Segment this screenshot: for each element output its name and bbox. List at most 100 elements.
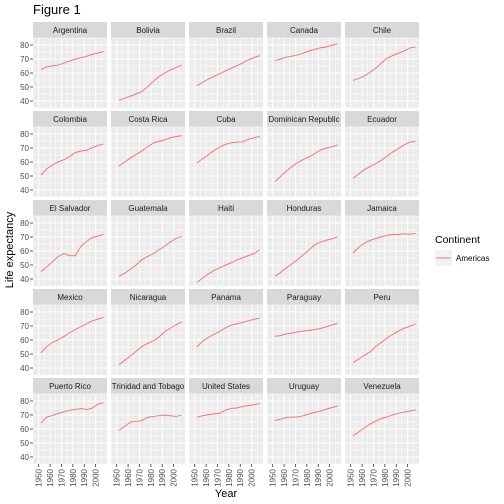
x-tick-label: 1960 [280, 468, 289, 486]
legend: Continent Americas [435, 234, 489, 266]
series-line-venezuela [352, 409, 416, 437]
series-line-guatemala [118, 236, 182, 277]
panel-chile: Chile [344, 22, 419, 109]
y-tick-label: 80 [20, 397, 29, 406]
series-line-cuba [196, 135, 260, 164]
panel-canada: Canada [266, 22, 341, 109]
strip-argentina [33, 22, 107, 38]
panel-puerto-rico: Puerto Rico 40 50 60 70 80 1950 1960 1970 1980 199… [20, 378, 107, 487]
panel-brazil: Brazil [188, 22, 263, 109]
strip-label-dominican-republic: Dominican Republic [268, 115, 339, 124]
strip-label-brazil: Brazil [216, 26, 236, 35]
strip-label-mexico: Mexico [57, 293, 83, 302]
panel-haiti: Haiti [188, 200, 263, 287]
strip-chile [345, 22, 419, 38]
strip-label-chile: Chile [373, 26, 392, 35]
y-tick-label: 70 [20, 322, 29, 331]
y-tick-label: 50 [20, 172, 29, 181]
x-tick-label: 1960 [358, 468, 367, 486]
panel-el-salvador: El Salvador 40 50 60 70 80 [20, 200, 107, 287]
strip-label-honduras: Honduras [287, 204, 322, 213]
strip-label-nicaragua: Nicaragua [130, 293, 167, 302]
panel-ecuador: Ecuador [344, 111, 419, 198]
x-tick-label: 1990 [158, 468, 167, 486]
x-tick-label: 1990 [392, 468, 401, 486]
y-tick-label: 60 [20, 336, 29, 345]
y-tick-label: 60 [20, 158, 29, 167]
strip-label-puerto-rico: Puerto Rico [49, 382, 91, 391]
strip-label-costa-rica: Costa Rica [128, 115, 168, 124]
strip-uruguay [267, 378, 341, 394]
x-tick-label: 1960 [46, 468, 55, 486]
series-line-jamaica [352, 232, 416, 254]
strip-ecuador [345, 111, 419, 127]
series-line-puerto-rico [40, 402, 104, 424]
strip-puerto-rico [33, 378, 107, 394]
series-line-colombia [40, 143, 104, 176]
series-line-costa-rica [118, 135, 182, 167]
panel-united-states: United States 1950 1960 1970 1980 1990 2000 [188, 378, 263, 487]
panel-guatemala: Guatemala [110, 200, 185, 287]
strip-mexico [33, 289, 107, 305]
x-tick-label: 1980 [147, 468, 156, 486]
panel-trinidad-and-tobago: Trinidad and Tobago 1950 1960 1970 1980 1990 2… [110, 378, 185, 487]
series-line-mexico [40, 316, 104, 354]
strip-honduras [267, 200, 341, 216]
x-tick-label: 1970 [213, 468, 222, 486]
strip-label-ecuador: Ecuador [367, 115, 397, 124]
strip-label-canada: Canada [290, 26, 319, 35]
series-line-brazil [196, 55, 260, 87]
y-axis-title: Life expectancy [4, 211, 16, 288]
strip-venezuela [345, 378, 419, 394]
y-tick-label: 50 [20, 261, 29, 270]
series-line-trinidad-and-tobago [118, 414, 182, 431]
strip-panama [189, 289, 263, 305]
y-tick-label: 50 [20, 83, 29, 92]
strip-label-el-salvador: El Salvador [50, 204, 91, 213]
strip-jamaica [345, 200, 419, 216]
y-tick-label: 40 [20, 364, 29, 373]
x-tick-label: 1970 [369, 468, 378, 486]
strip-canada [267, 22, 341, 38]
panel-cuba: Cuba [188, 111, 263, 198]
strip-united-states [189, 378, 263, 394]
strip-label-jamaica: Jamaica [367, 204, 397, 213]
strip-peru [345, 289, 419, 305]
y-tick-label: 60 [20, 69, 29, 78]
panel-colombia: Colombia 40 50 60 70 80 [20, 111, 107, 198]
y-tick-label: 40 [20, 186, 29, 195]
series-line-honduras [274, 236, 338, 277]
panel-peru: Peru [344, 289, 419, 376]
x-tick-label: 1980 [381, 468, 390, 486]
y-tick-label: 50 [20, 350, 29, 359]
figure-title: Figure 1 [33, 2, 81, 17]
strip-label-bolivia: Bolivia [136, 26, 160, 35]
panel-dominican-republic: Dominican Republic [266, 111, 341, 198]
series-line-panama [196, 317, 260, 348]
x-tick-label: 1950 [269, 468, 278, 486]
panel-mexico: Mexico 40 50 60 70 80 [20, 289, 107, 376]
x-tick-label: 2000 [404, 468, 413, 486]
strip-costa-rica [111, 111, 185, 127]
y-tick-label: 60 [20, 425, 29, 434]
series-line-dominican-republic [274, 144, 338, 183]
strip-label-argentina: Argentina [53, 26, 88, 35]
x-tick-label: 1970 [57, 468, 66, 486]
y-tick-label: 70 [20, 411, 29, 420]
y-tick-label: 80 [20, 41, 29, 50]
y-tick-label: 80 [20, 308, 29, 317]
series-line-uruguay [274, 405, 338, 421]
x-axis-title: Year [215, 488, 238, 500]
panel-grid: Argentina 40 50 60 70 80 Bolivia Brazil Canada Ch… [20, 22, 419, 487]
y-tick-label: 80 [20, 219, 29, 228]
panel-paraguay: Paraguay [266, 289, 341, 376]
panel-argentina: Argentina 40 50 60 70 80 [20, 22, 107, 109]
y-tick-label: 40 [20, 275, 29, 284]
strip-label-paraguay: Paraguay [287, 293, 321, 302]
series-line-argentina [40, 51, 104, 70]
strip-brazil [189, 22, 263, 38]
panel-panama: Panama [188, 289, 263, 376]
x-tick-label: 1990 [80, 468, 89, 486]
panel-venezuela: Venezuela 1950 1960 1970 1980 1990 2000 [344, 378, 419, 487]
panel-honduras: Honduras [266, 200, 341, 287]
